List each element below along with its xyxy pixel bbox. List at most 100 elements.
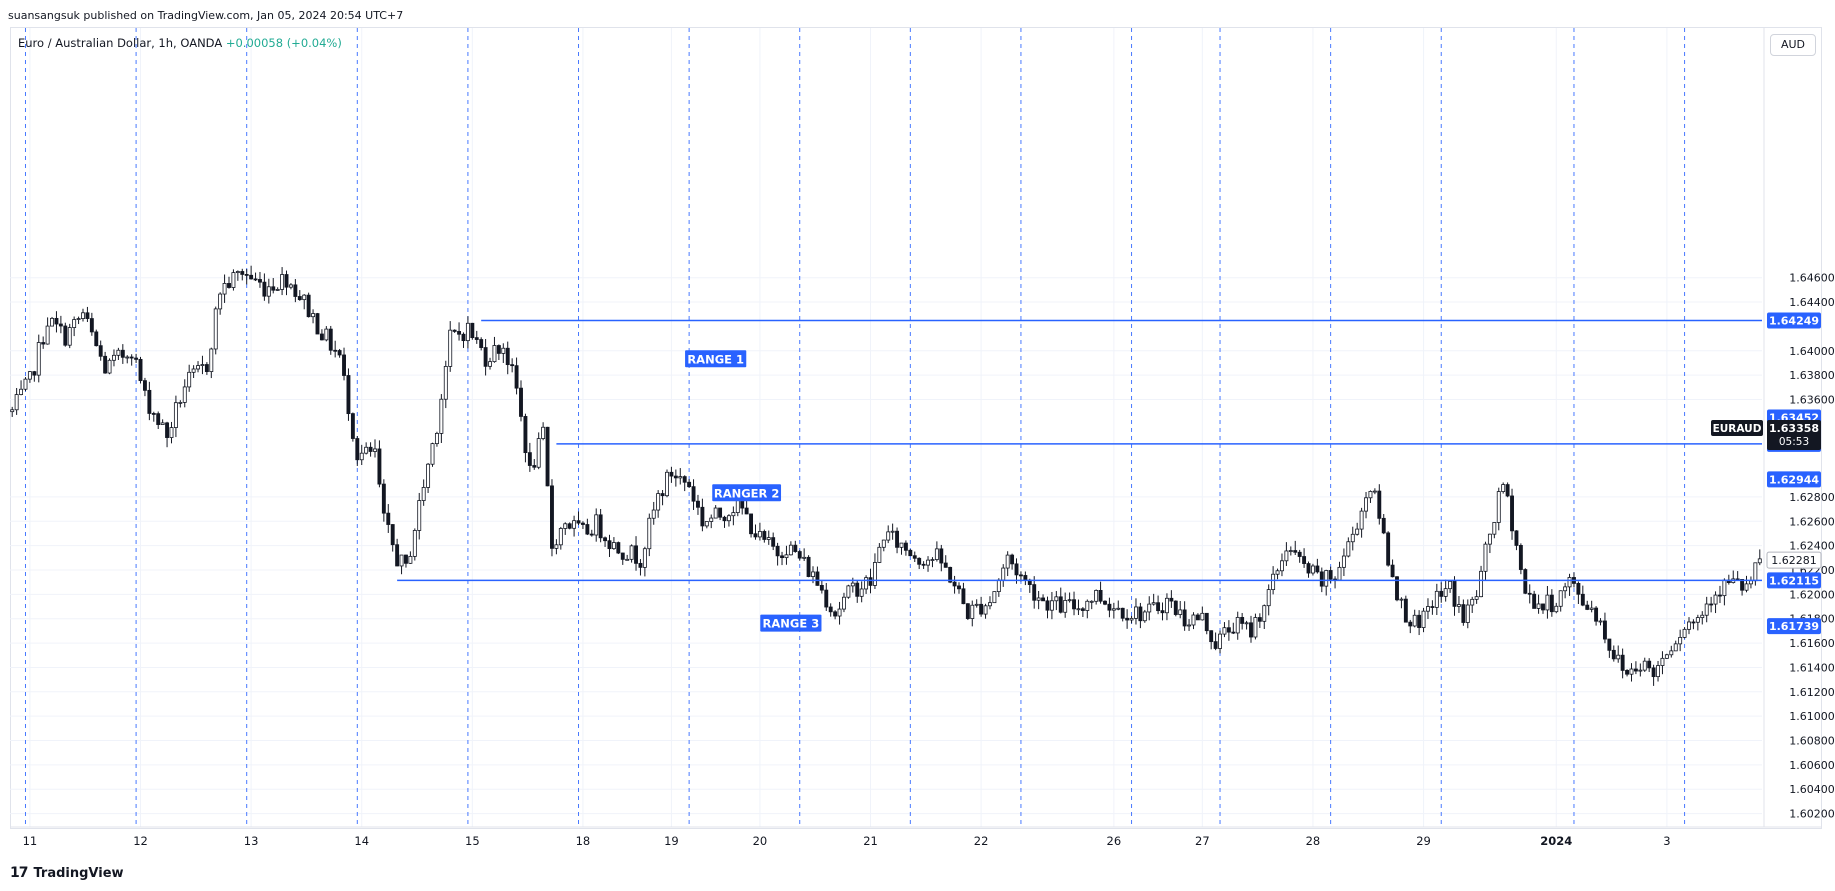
range-labels: RANGE 1 RANGER 2 RANGE 3 bbox=[685, 350, 822, 632]
candle-body bbox=[1514, 530, 1519, 546]
candle-body bbox=[85, 312, 90, 319]
candle bbox=[837, 601, 842, 625]
candle bbox=[191, 365, 196, 379]
y-tick-label: 1.61000 bbox=[1789, 710, 1835, 723]
candle bbox=[218, 292, 223, 315]
candle-body bbox=[395, 544, 400, 567]
candle bbox=[319, 329, 324, 341]
footer-brand[interactable]: 17 TradingView bbox=[10, 865, 124, 881]
candle bbox=[1567, 573, 1572, 596]
candle-body bbox=[412, 530, 417, 557]
candle bbox=[1474, 590, 1479, 604]
candle-body bbox=[926, 559, 930, 566]
candle-body bbox=[819, 585, 824, 591]
candle-body bbox=[457, 331, 462, 335]
candle bbox=[691, 479, 696, 510]
candle-body bbox=[881, 539, 886, 548]
candle bbox=[1656, 660, 1660, 682]
candle-body bbox=[1355, 528, 1360, 535]
candle bbox=[1187, 619, 1192, 631]
candle-body bbox=[541, 426, 546, 439]
candle-body bbox=[766, 537, 771, 540]
candle bbox=[1682, 627, 1687, 639]
candle-body bbox=[496, 345, 501, 354]
candle bbox=[611, 537, 616, 550]
candle bbox=[302, 294, 307, 310]
candle bbox=[1191, 612, 1196, 630]
candle-body bbox=[1461, 604, 1466, 623]
candle bbox=[1368, 490, 1373, 503]
candle bbox=[567, 522, 572, 530]
candle bbox=[1032, 576, 1037, 609]
candle-body bbox=[855, 582, 860, 597]
candle-body bbox=[532, 465, 537, 468]
candle bbox=[1594, 606, 1599, 626]
candle bbox=[342, 347, 346, 381]
candle-body bbox=[138, 358, 143, 382]
candle-body bbox=[288, 284, 293, 288]
candle-body bbox=[244, 274, 249, 276]
candle bbox=[1111, 602, 1116, 619]
candle bbox=[541, 422, 546, 441]
candle-body bbox=[1718, 594, 1722, 597]
candle bbox=[373, 439, 377, 458]
axis-price-label: 1.62115 bbox=[1769, 574, 1819, 587]
candle bbox=[1063, 592, 1068, 618]
candle bbox=[359, 444, 364, 466]
candle-body bbox=[868, 577, 873, 586]
candle bbox=[63, 322, 68, 347]
y-tick-label: 1.60800 bbox=[1789, 735, 1835, 748]
candle bbox=[833, 610, 838, 620]
candle-body bbox=[319, 333, 324, 341]
candle bbox=[1134, 598, 1138, 625]
candle-body bbox=[660, 493, 665, 497]
candle-body bbox=[1381, 517, 1386, 534]
candle bbox=[594, 508, 599, 542]
candle-body bbox=[1748, 580, 1753, 585]
candle bbox=[1709, 596, 1714, 613]
candle bbox=[514, 357, 519, 395]
currency-button[interactable]: AUD bbox=[1770, 34, 1816, 56]
candle-body bbox=[722, 516, 727, 522]
candle-body bbox=[930, 559, 935, 561]
candle-body bbox=[1249, 622, 1253, 638]
candle bbox=[771, 532, 776, 551]
candle bbox=[687, 479, 692, 488]
candle-body bbox=[1487, 533, 1492, 545]
candle bbox=[917, 557, 922, 570]
candle-body bbox=[1195, 614, 1200, 621]
candle bbox=[377, 440, 382, 488]
candle-body bbox=[430, 443, 435, 465]
candle bbox=[430, 442, 435, 467]
x-tick-label: 21 bbox=[863, 834, 878, 848]
candle bbox=[235, 270, 240, 281]
candle-body bbox=[1558, 590, 1563, 607]
candle bbox=[253, 272, 258, 282]
candle-body bbox=[1470, 598, 1475, 606]
candle-body bbox=[41, 342, 46, 345]
candle-body bbox=[426, 463, 431, 488]
candle-body bbox=[1704, 603, 1709, 616]
candle-body bbox=[404, 554, 408, 564]
candle bbox=[1253, 613, 1258, 640]
candle bbox=[939, 544, 944, 572]
candle bbox=[129, 354, 134, 366]
candle bbox=[1620, 648, 1625, 679]
candle-body bbox=[147, 389, 152, 414]
candle-body bbox=[598, 514, 603, 539]
candle-body bbox=[558, 528, 563, 546]
candle bbox=[842, 592, 846, 613]
candle-body bbox=[669, 471, 674, 477]
y-tick-label: 1.61600 bbox=[1789, 637, 1835, 650]
candle bbox=[696, 494, 700, 515]
candle bbox=[1235, 611, 1240, 640]
candle bbox=[1700, 611, 1705, 625]
candle-body bbox=[98, 345, 103, 357]
candle bbox=[328, 325, 333, 355]
candle-body bbox=[1018, 574, 1023, 577]
candle-body bbox=[280, 274, 285, 290]
candle bbox=[492, 336, 497, 363]
candle bbox=[1058, 587, 1063, 614]
candle bbox=[496, 344, 501, 361]
